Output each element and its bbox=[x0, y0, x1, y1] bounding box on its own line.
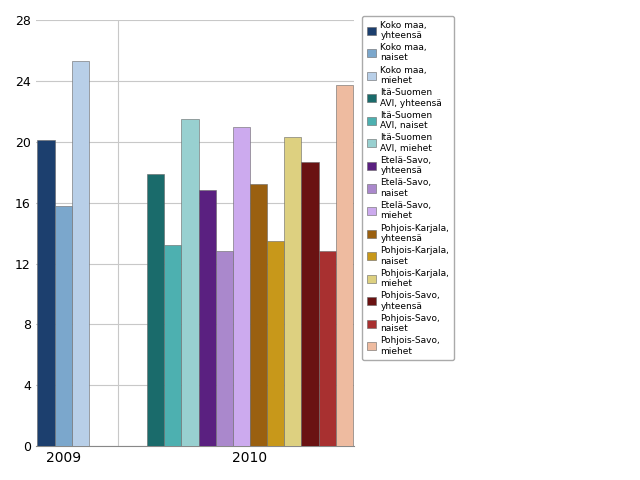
Bar bbox=[72, 61, 89, 446]
Bar bbox=[301, 162, 319, 446]
Legend: Koko maa,
yhteensä, Koko maa,
naiset, Koko maa,
miehet, Itä-Suomen
AVI, yhteensä: Koko maa, yhteensä, Koko maa, naiset, Ko… bbox=[362, 16, 454, 360]
Bar bbox=[147, 174, 164, 446]
Bar bbox=[38, 140, 54, 446]
Bar bbox=[182, 119, 198, 446]
Bar bbox=[216, 252, 233, 446]
Bar bbox=[319, 252, 335, 446]
Bar bbox=[284, 137, 301, 446]
Bar bbox=[250, 184, 267, 446]
Bar bbox=[54, 205, 72, 446]
Bar bbox=[335, 85, 353, 446]
Bar bbox=[198, 191, 216, 446]
Bar bbox=[164, 245, 182, 446]
Bar bbox=[267, 240, 284, 446]
Bar bbox=[233, 127, 250, 446]
